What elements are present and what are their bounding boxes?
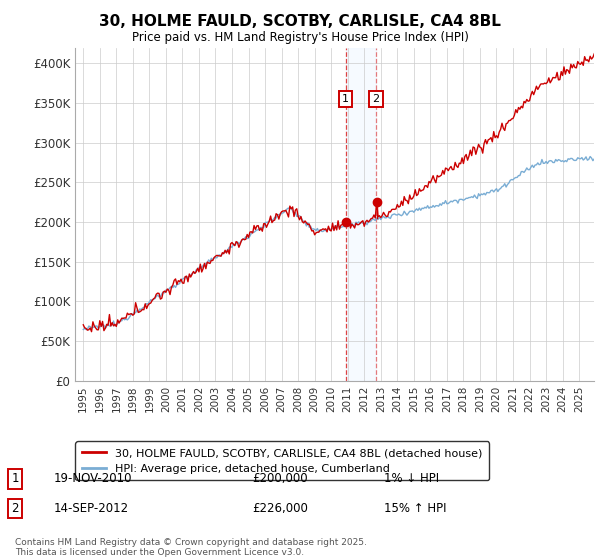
Text: 14-SEP-2012: 14-SEP-2012: [54, 502, 129, 515]
Text: Contains HM Land Registry data © Crown copyright and database right 2025.
This d: Contains HM Land Registry data © Crown c…: [15, 538, 367, 557]
Text: 1% ↓ HPI: 1% ↓ HPI: [384, 472, 439, 486]
Text: 1: 1: [342, 94, 349, 104]
Text: 19-NOV-2010: 19-NOV-2010: [54, 472, 133, 486]
Legend: 30, HOLME FAULD, SCOTBY, CARLISLE, CA4 8BL (detached house), HPI: Average price,: 30, HOLME FAULD, SCOTBY, CARLISLE, CA4 8…: [76, 441, 490, 480]
Text: Price paid vs. HM Land Registry's House Price Index (HPI): Price paid vs. HM Land Registry's House …: [131, 31, 469, 44]
Text: £200,000: £200,000: [252, 472, 308, 486]
Text: 15% ↑ HPI: 15% ↑ HPI: [384, 502, 446, 515]
Text: 2: 2: [11, 502, 19, 515]
Bar: [346, 48, 376, 381]
Text: 1: 1: [11, 472, 19, 486]
Text: £226,000: £226,000: [252, 502, 308, 515]
Text: 2: 2: [373, 94, 380, 104]
Text: 30, HOLME FAULD, SCOTBY, CARLISLE, CA4 8BL: 30, HOLME FAULD, SCOTBY, CARLISLE, CA4 8…: [99, 14, 501, 29]
